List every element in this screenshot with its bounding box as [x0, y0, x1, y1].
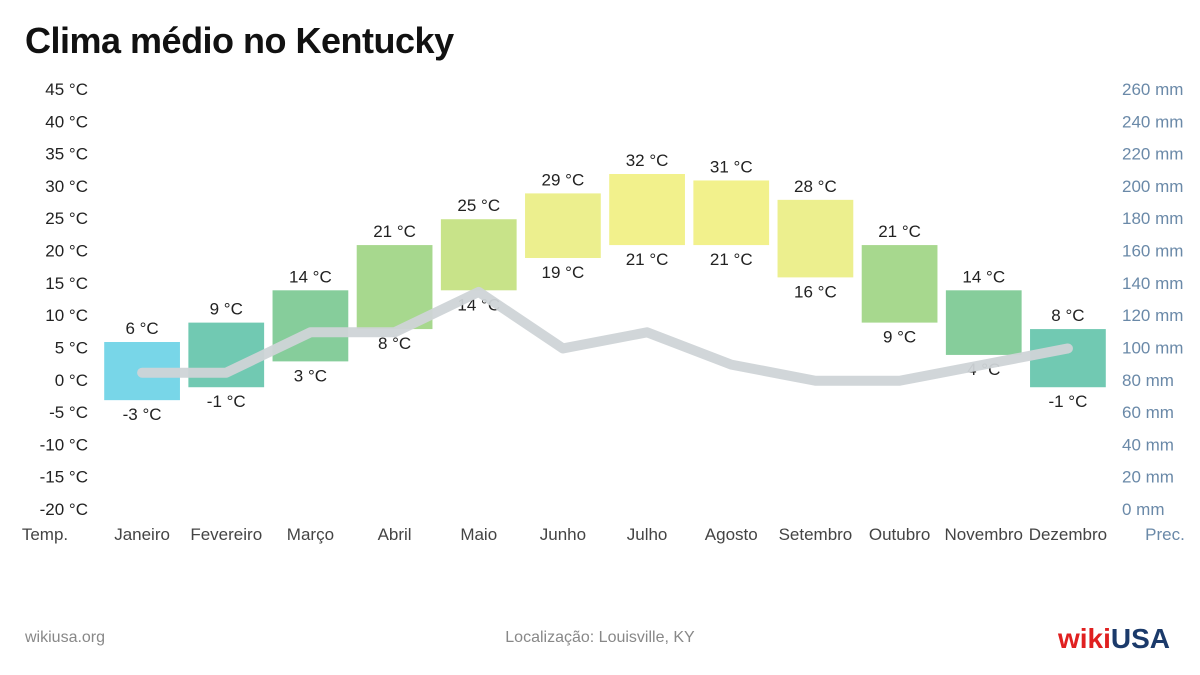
month-label: Novembro [945, 525, 1023, 544]
low-label: 21 °C [626, 250, 669, 269]
prec-axis-label: Prec. [1145, 525, 1185, 544]
high-label: 25 °C [457, 196, 500, 215]
brand-logo: wikiUSA [1058, 623, 1170, 655]
high-label: 14 °C [962, 267, 1005, 286]
prec-tick: 200 mm [1122, 177, 1183, 196]
prec-tick: 100 mm [1122, 338, 1183, 357]
temp-tick: 0 °C [55, 371, 88, 390]
climate-chart: -20 °C -15 °C -10 °C -5 °C 0 °C 5 °C 10 °C 15 °… [0, 80, 1200, 580]
high-label: 28 °C [794, 177, 837, 196]
prec-tick: 80 mm [1122, 371, 1174, 390]
temp-tick: 25 °C [45, 209, 88, 228]
prec-tick: 120 mm [1122, 306, 1183, 325]
temp-tick: -15 °C [40, 468, 88, 487]
low-label: 9 °C [883, 328, 916, 347]
high-label: 21 °C [373, 222, 416, 241]
temp-bar [946, 290, 1022, 355]
low-label: 19 °C [542, 263, 585, 282]
high-label: 14 °C [289, 267, 332, 286]
prec-tick: 260 mm [1122, 80, 1183, 99]
prec-tick: 220 mm [1122, 145, 1183, 164]
prec-tick: 160 mm [1122, 242, 1183, 261]
month-label: Maio [460, 525, 497, 544]
low-label: -1 °C [207, 392, 246, 411]
temp-tick: -20 °C [40, 500, 88, 519]
month-label: Setembro [779, 525, 853, 544]
low-label: 16 °C [794, 282, 837, 301]
temp-bar [862, 245, 938, 323]
high-label: 21 °C [878, 222, 921, 241]
temp-bar [441, 219, 517, 290]
brand-a: wiki [1058, 623, 1111, 654]
temp-tick: 40 °C [45, 112, 88, 131]
temp-tick: 10 °C [45, 306, 88, 325]
high-label: 29 °C [542, 170, 585, 189]
temp-tick: 35 °C [45, 145, 88, 164]
temp-tick: 15 °C [45, 274, 88, 293]
month-label: Dezembro [1029, 525, 1107, 544]
month-label: Abril [378, 525, 412, 544]
high-label: 9 °C [210, 300, 243, 319]
temp-bar [609, 174, 685, 245]
temp-tick: 5 °C [55, 338, 88, 357]
prec-tick: 140 mm [1122, 274, 1183, 293]
high-label: 8 °C [1051, 306, 1084, 325]
high-label: 6 °C [125, 319, 158, 338]
low-label: 3 °C [294, 366, 327, 385]
month-label: Agosto [705, 525, 758, 544]
month-label: Outubro [869, 525, 930, 544]
low-label: -3 °C [123, 405, 162, 424]
temp-tick: -10 °C [40, 435, 88, 454]
temp-axis-label: Temp. [22, 525, 68, 544]
month-label: Janeiro [114, 525, 170, 544]
temp-bar [693, 180, 769, 245]
high-label: 31 °C [710, 157, 753, 176]
temp-bar [778, 200, 854, 278]
month-label: Julho [627, 525, 668, 544]
prec-tick: 0 mm [1122, 500, 1165, 519]
prec-tick: 40 mm [1122, 435, 1174, 454]
prec-tick: 20 mm [1122, 468, 1174, 487]
low-label: 21 °C [710, 250, 753, 269]
prec-tick: 60 mm [1122, 403, 1174, 422]
temp-tick: -5 °C [49, 403, 88, 422]
temp-bar [273, 290, 349, 361]
prec-tick: 180 mm [1122, 209, 1183, 228]
low-label: -1 °C [1048, 392, 1087, 411]
month-label: Março [287, 525, 334, 544]
page-title: Clima médio no Kentucky [25, 20, 454, 62]
location-label: Localização: Louisville, KY [0, 629, 1200, 647]
temp-tick: 45 °C [45, 80, 88, 99]
month-label: Fevereiro [190, 525, 262, 544]
prec-tick: 240 mm [1122, 112, 1183, 131]
brand-b: USA [1111, 623, 1170, 654]
temp-tick: 30 °C [45, 177, 88, 196]
high-label: 32 °C [626, 151, 669, 170]
temp-bar [525, 193, 601, 258]
temp-tick: 20 °C [45, 242, 88, 261]
month-label: Junho [540, 525, 586, 544]
